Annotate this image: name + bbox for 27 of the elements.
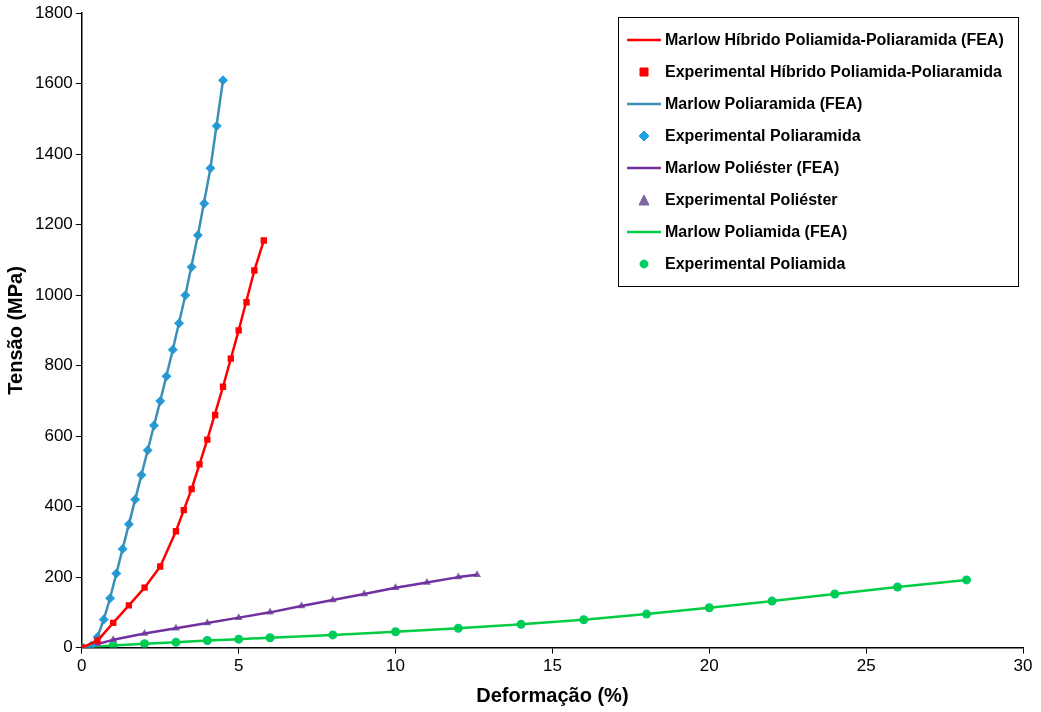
legend-label: Experimental Híbrido Poliamida-Poliaramida <box>665 63 1002 82</box>
y-tick-label: 200 <box>44 566 73 586</box>
y-tick-label: 800 <box>44 355 73 375</box>
x-axis-title: Deformação (%) <box>476 683 629 706</box>
x-tick-label: 10 <box>386 656 406 676</box>
legend-label: Experimental Poliéster <box>665 191 838 210</box>
x-tick-label: 15 <box>542 656 562 676</box>
x-tick-label: 30 <box>1013 656 1033 676</box>
legend-label: Marlow Poliaramida (FEA) <box>665 95 863 114</box>
y-tick-label: 1400 <box>34 143 73 163</box>
y-tick-label: 1600 <box>34 73 73 93</box>
y-tick-label: 1800 <box>34 2 73 22</box>
x-tick-label: 25 <box>856 656 876 676</box>
y-tick-label: 600 <box>44 425 73 445</box>
legend-label: Marlow Híbrido Poliamida-Poliaramida (FEA) <box>665 31 1004 50</box>
y-tick-label: 0 <box>63 637 73 657</box>
legend-label: Experimental Poliaramida <box>665 127 861 146</box>
y-tick-label: 1000 <box>34 284 73 304</box>
y-tick-label: 1200 <box>34 214 73 234</box>
legend-label: Marlow Poliéster (FEA) <box>665 159 840 178</box>
x-tick-label: 20 <box>699 656 719 676</box>
x-tick-label: 5 <box>233 656 244 676</box>
legend-label: Marlow Poliamida (FEA) <box>665 223 848 242</box>
y-tick-label: 400 <box>44 496 73 516</box>
y-axis-title: Tensão (MPa) <box>3 266 26 395</box>
legend-label: Experimental Poliamida <box>665 255 846 274</box>
x-tick-label: 0 <box>77 656 87 676</box>
